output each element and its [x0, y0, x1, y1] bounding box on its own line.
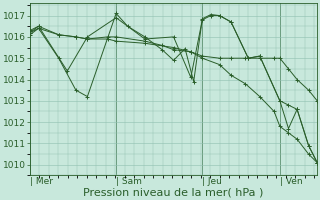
X-axis label: Pression niveau de la mer( hPa ): Pression niveau de la mer( hPa ): [84, 187, 264, 197]
